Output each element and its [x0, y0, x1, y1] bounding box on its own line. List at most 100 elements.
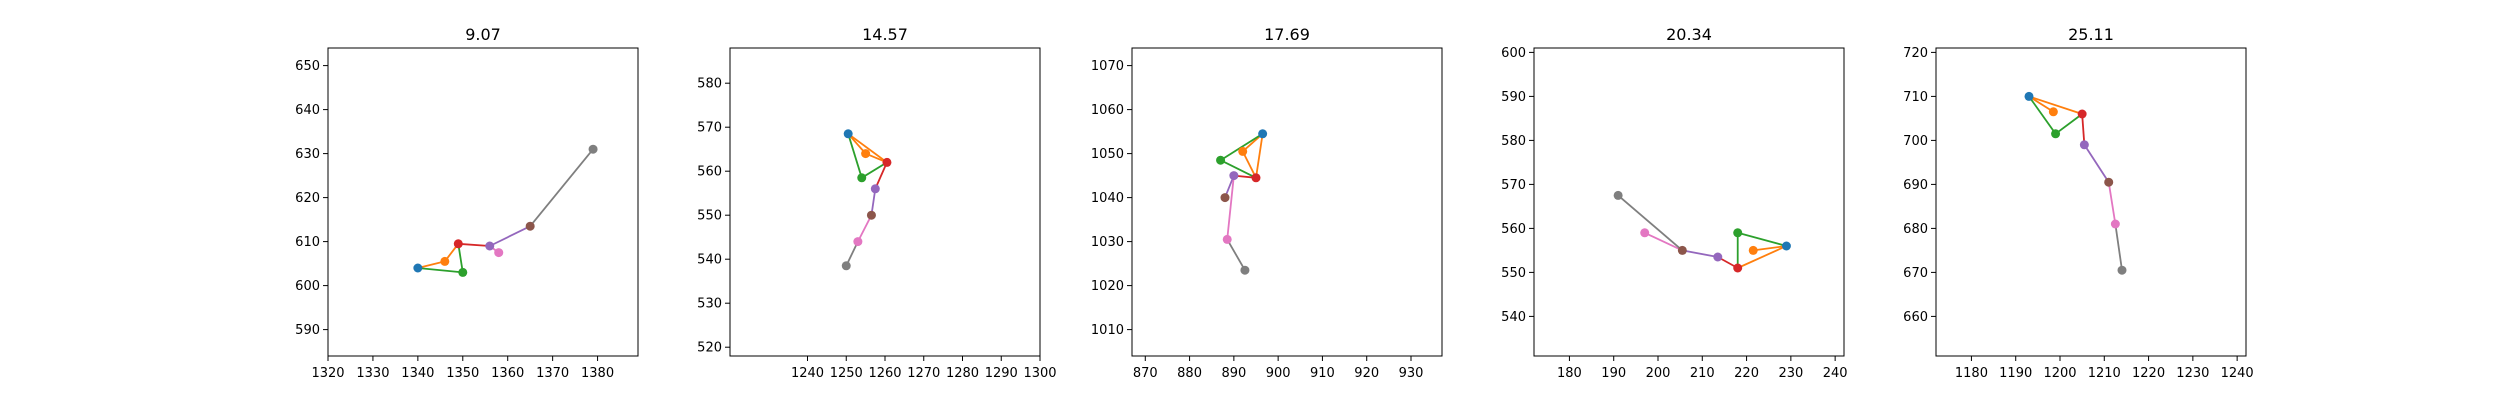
point-p5 — [1221, 193, 1230, 202]
x-tick-label: 1320 — [311, 366, 344, 381]
subplot-title: 14.57 — [862, 25, 908, 44]
y-tick-label: 560 — [1501, 222, 1526, 237]
x-tick-label: 1240 — [791, 366, 824, 381]
point-p0 — [2025, 92, 2034, 101]
subplot-title: 25.11 — [2068, 25, 2114, 44]
point-p3 — [1733, 264, 1742, 273]
x-tick-label: 1270 — [907, 366, 940, 381]
point-p2 — [857, 173, 866, 182]
y-tick-label: 590 — [1501, 90, 1526, 105]
y-tick-label: 520 — [697, 341, 722, 356]
x-tick-label: 1230 — [2176, 366, 2209, 381]
x-tick-label: 1340 — [401, 366, 434, 381]
x-tick-label: 1360 — [491, 366, 524, 381]
y-tick-label: 660 — [1903, 310, 1928, 325]
y-tick-label: 560 — [697, 165, 722, 180]
point-p3 — [1252, 173, 1261, 182]
point-p0 — [844, 129, 853, 138]
y-tick-label: 600 — [295, 279, 320, 294]
point-p7 — [842, 261, 851, 270]
point-p1 — [1238, 147, 1247, 156]
x-tick-label: 1370 — [536, 366, 569, 381]
x-tick-label: 1280 — [946, 366, 979, 381]
y-tick-label: 610 — [295, 235, 320, 250]
y-tick-label: 680 — [1903, 222, 1928, 237]
point-p6 — [1640, 228, 1649, 237]
x-tick-label: 240 — [1823, 366, 1848, 381]
point-p3 — [882, 158, 891, 167]
point-p6 — [1223, 235, 1232, 244]
y-tick-label: 1020 — [1091, 279, 1124, 294]
y-tick-label: 650 — [295, 59, 320, 74]
x-tick-label: 910 — [1310, 366, 1335, 381]
x-tick-label: 920 — [1354, 366, 1379, 381]
y-tick-label: 1040 — [1091, 191, 1124, 206]
x-tick-label: 220 — [1734, 366, 1759, 381]
x-tick-label: 1180 — [1955, 366, 1988, 381]
y-tick-label: 580 — [697, 77, 722, 92]
y-tick-label: 530 — [697, 297, 722, 312]
subplot-title: 20.34 — [1666, 25, 1712, 44]
point-p0 — [1782, 242, 1791, 251]
x-tick-label: 1250 — [830, 366, 863, 381]
point-p5 — [1678, 246, 1687, 255]
point-p7 — [589, 145, 598, 154]
y-tick-label: 700 — [1903, 134, 1928, 149]
x-tick-label: 180 — [1557, 366, 1582, 381]
y-tick-label: 570 — [1501, 178, 1526, 193]
y-tick-label: 1060 — [1091, 103, 1124, 118]
point-p1 — [861, 149, 870, 158]
point-p4 — [871, 184, 880, 193]
point-p1 — [440, 257, 449, 266]
point-p4 — [2080, 140, 2089, 149]
x-tick-label: 1350 — [446, 366, 479, 381]
x-tick-label: 1220 — [2132, 366, 2165, 381]
point-p2 — [2051, 129, 2060, 138]
point-p6 — [2111, 220, 2120, 229]
y-tick-label: 690 — [1903, 178, 1928, 193]
y-tick-label: 600 — [1501, 46, 1526, 61]
y-tick-label: 1030 — [1091, 235, 1124, 250]
x-tick-label: 1210 — [2088, 366, 2121, 381]
x-tick-label: 930 — [1399, 366, 1424, 381]
x-tick-label: 1330 — [356, 366, 389, 381]
x-tick-label: 230 — [1778, 366, 1803, 381]
x-tick-label: 1290 — [985, 366, 1018, 381]
y-tick-label: 590 — [295, 323, 320, 338]
x-tick-label: 1380 — [581, 366, 614, 381]
x-tick-label: 880 — [1177, 366, 1202, 381]
y-tick-label: 630 — [295, 147, 320, 162]
y-tick-label: 1010 — [1091, 323, 1124, 338]
point-p6 — [853, 237, 862, 246]
y-tick-label: 670 — [1903, 266, 1928, 281]
point-p4 — [485, 242, 494, 251]
x-tick-label: 1200 — [2043, 366, 2076, 381]
subplot-title: 9.07 — [465, 25, 501, 44]
x-tick-label: 890 — [1221, 366, 1246, 381]
y-tick-label: 550 — [697, 209, 722, 224]
point-p5 — [867, 211, 876, 220]
x-tick-label: 900 — [1266, 366, 1291, 381]
y-tick-label: 550 — [1501, 266, 1526, 281]
point-p7 — [2118, 266, 2127, 275]
x-tick-label: 190 — [1601, 366, 1626, 381]
y-tick-label: 570 — [697, 121, 722, 136]
x-tick-label: 1300 — [1023, 366, 1056, 381]
point-p7 — [1240, 266, 1249, 275]
y-tick-label: 1070 — [1091, 59, 1124, 74]
point-p2 — [458, 268, 467, 277]
point-p3 — [454, 239, 463, 248]
y-tick-label: 620 — [295, 191, 320, 206]
point-p7 — [1614, 191, 1623, 200]
x-tick-label: 870 — [1133, 366, 1158, 381]
y-tick-label: 720 — [1903, 46, 1928, 61]
x-tick-label: 200 — [1646, 366, 1671, 381]
point-p2 — [1216, 156, 1225, 165]
point-p3 — [2078, 110, 2087, 119]
x-tick-label: 1190 — [1999, 366, 2032, 381]
point-p0 — [1258, 129, 1267, 138]
y-tick-label: 710 — [1903, 90, 1928, 105]
point-p4 — [1229, 171, 1238, 180]
